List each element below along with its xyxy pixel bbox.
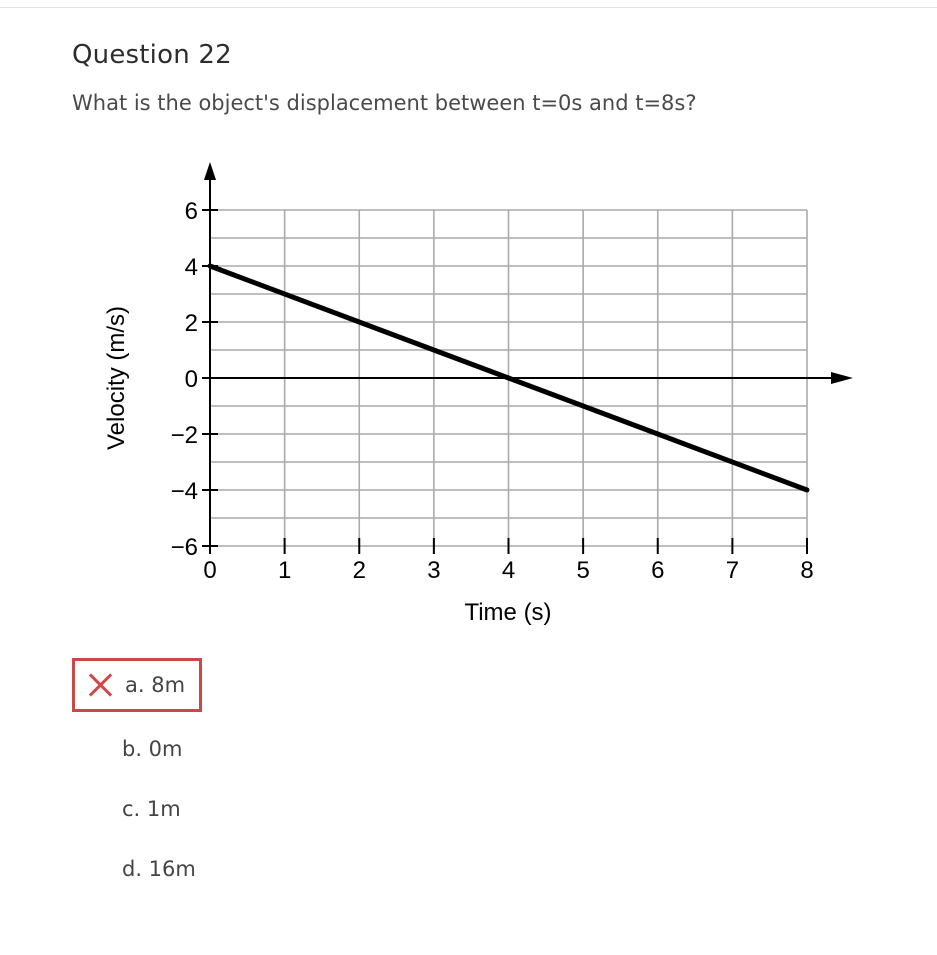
x-tick-label: 5: [576, 557, 589, 584]
y-tick-label: −4: [171, 478, 198, 505]
top-divider: [0, 7, 937, 8]
chart-grid: [210, 209, 808, 547]
y-tick-label: −2: [171, 422, 198, 449]
x-tick-label: 1: [278, 557, 291, 584]
x-tick-label: 6: [651, 557, 664, 584]
answer-option-b[interactable]: b. 0m: [122, 722, 183, 776]
x-tick-label: 2: [353, 557, 366, 584]
answer-label: d. 16m: [122, 857, 196, 881]
question-title: Question 22: [72, 40, 232, 70]
x-tick-label: 4: [502, 557, 515, 584]
y-tick-label: 2: [185, 310, 198, 337]
y-tick-label: 0: [185, 366, 198, 393]
answer-option-d[interactable]: d. 16m: [122, 842, 196, 896]
question-text: What is the object's displacement betwee…: [72, 91, 697, 115]
x-tick-label: 7: [726, 557, 739, 584]
x-tick-label: 3: [427, 557, 440, 584]
answer-option-c[interactable]: c. 1m: [122, 782, 181, 836]
y-axis-label: Velocity (m/s): [103, 306, 130, 450]
velocity-line: [207, 263, 810, 493]
x-mark-icon: [87, 672, 113, 698]
answer-option-a[interactable]: a. 8m: [72, 658, 202, 712]
chart-axes: [204, 162, 853, 552]
x-tick-label: 0: [203, 557, 216, 584]
x-tick-label: 8: [800, 557, 813, 584]
y-tick-label: −6: [171, 534, 198, 561]
answer-label: b. 0m: [122, 737, 183, 761]
x-axis-arrow: [831, 372, 853, 384]
velocity-time-chart: 6 4 2 0 −2 −4 −6 0 1 2 3 4 5 6 7 8 Time (s) Velocity (m…: [60, 150, 880, 640]
y-tick-label: 4: [185, 254, 198, 281]
x-axis-label: Time (s): [464, 599, 551, 626]
y-tick-label: 6: [185, 198, 198, 225]
answer-label: a. 8m: [125, 673, 186, 697]
chart-series: [207, 263, 810, 493]
answer-label: c. 1m: [122, 797, 181, 821]
y-axis-arrow: [204, 162, 216, 180]
